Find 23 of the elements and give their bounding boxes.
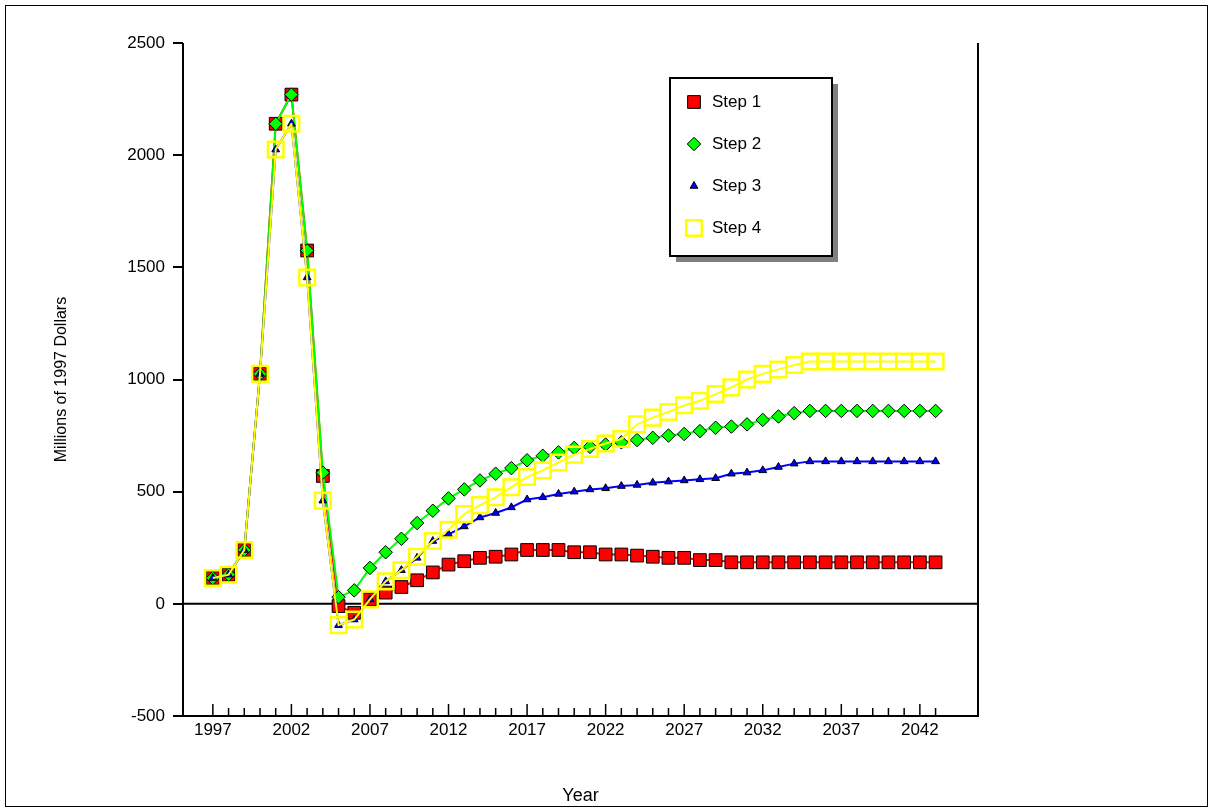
legend-label: Step 1 <box>712 91 762 111</box>
y-tick-label: 1000 <box>127 369 165 389</box>
y-axis-title: Millions of 1997 Dollars <box>52 296 70 463</box>
x-tick-label: 2012 <box>429 719 468 739</box>
x-tick-label: 2027 <box>665 719 704 739</box>
x-tick-label: 2042 <box>900 719 939 739</box>
x-tick-label: 2032 <box>743 719 782 739</box>
y-tick-label: 500 <box>136 481 165 501</box>
y-tick-label: 0 <box>155 593 165 613</box>
x-tick-label: 2007 <box>351 719 389 739</box>
y-tick-label: -500 <box>130 705 165 725</box>
y-tick-label: 2000 <box>127 144 165 164</box>
legend-label: Step 4 <box>712 217 762 237</box>
legend-label: Step 2 <box>712 133 762 153</box>
x-axis-title: Year <box>562 785 599 806</box>
y-tick-label: 1500 <box>127 257 165 277</box>
y-tick-label: 2500 <box>127 32 165 52</box>
x-tick-label: 2022 <box>586 719 625 739</box>
x-tick-label: 2037 <box>822 719 861 739</box>
x-tick-label: 1997 <box>193 719 232 739</box>
legend-label: Step 3 <box>712 175 762 195</box>
x-tick-label: 2017 <box>508 719 546 739</box>
x-tick-label: 2002 <box>272 719 311 739</box>
